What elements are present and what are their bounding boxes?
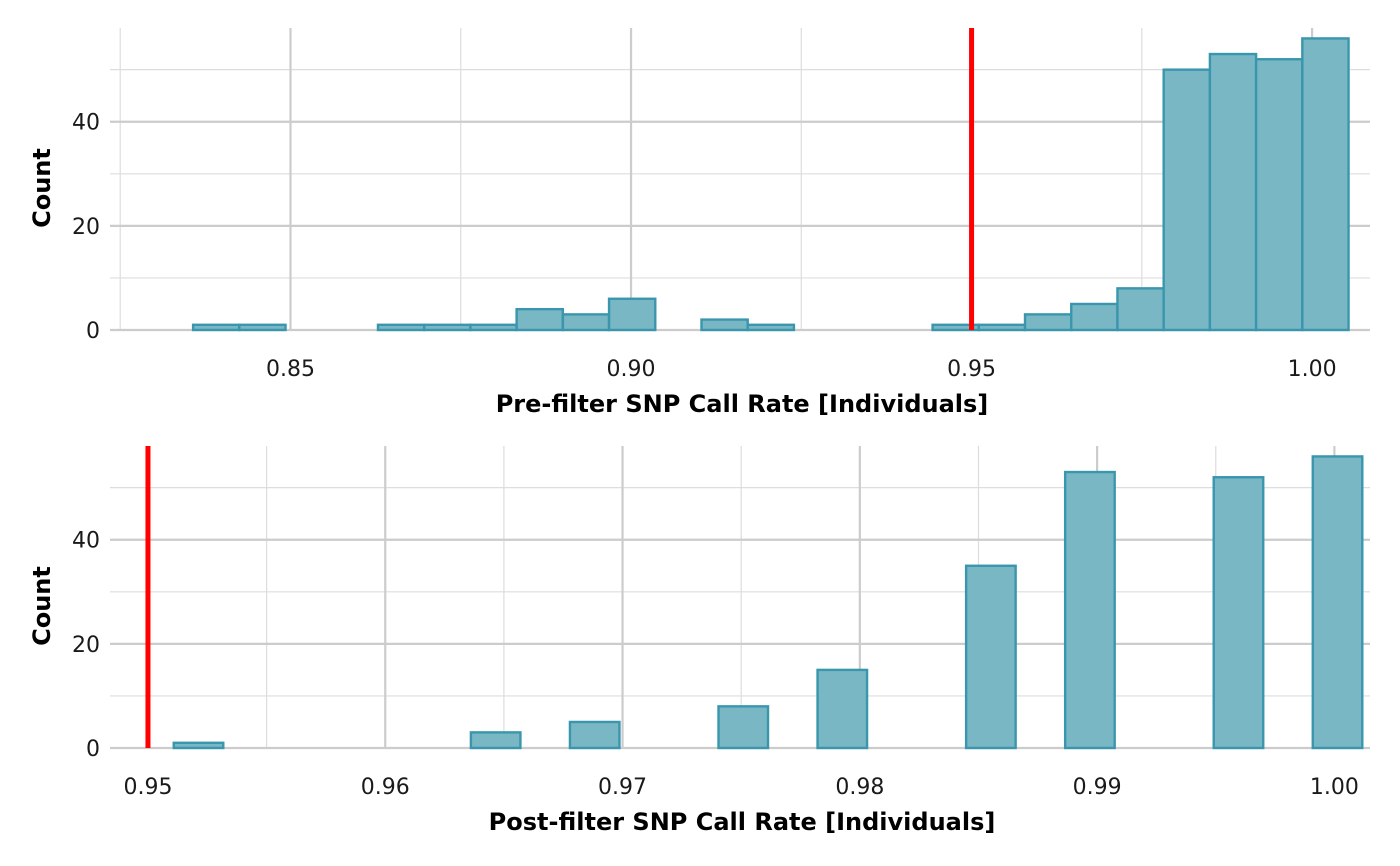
post-filter-panel: 0.95 0.96 0.97 0.98 0.99 1.00 0 20 40 Post-filt… xyxy=(28,446,1370,836)
histogram-bar xyxy=(1301,37,1350,332)
pre-filter-x-ticks: 0.85 0.90 0.95 1.00 xyxy=(266,357,1337,382)
histogram-bar xyxy=(1116,287,1165,332)
x-tick-label: 1.00 xyxy=(1288,357,1337,382)
histogram-bar xyxy=(1212,476,1265,750)
histogram-bar xyxy=(469,323,518,332)
histogram-bar xyxy=(1208,52,1258,332)
pre-filter-panel: 0.85 0.90 0.95 1.00 0 20 40 Pre-filter SNP Ca… xyxy=(28,28,1370,418)
histogram-bar xyxy=(746,323,796,332)
histogram-bar xyxy=(191,323,241,332)
post-filter-x-ticks: 0.95 0.96 0.97 0.98 0.99 1.00 xyxy=(123,775,1358,800)
x-tick-label: 0.97 xyxy=(598,775,647,800)
histogram-bar xyxy=(376,323,426,332)
histogram-bar xyxy=(977,323,1027,332)
histogram-bar xyxy=(568,720,621,750)
histogram-bar xyxy=(469,731,522,750)
histogram-bar xyxy=(561,313,611,332)
x-tick-label: 0.96 xyxy=(361,775,410,800)
histogram-bar xyxy=(515,307,565,332)
y-tick-label: 40 xyxy=(72,529,100,554)
histogram-bar xyxy=(607,297,657,332)
histogram-bar xyxy=(717,705,770,750)
histogram-bar xyxy=(1162,68,1212,332)
y-tick-label: 0 xyxy=(86,737,100,762)
histogram-bar xyxy=(1023,313,1073,332)
histogram-bar xyxy=(238,323,287,332)
histogram-bar xyxy=(816,668,869,750)
y-tick-label: 20 xyxy=(72,633,100,658)
x-tick-label: 0.90 xyxy=(607,357,656,382)
x-tick-label: 0.98 xyxy=(835,775,884,800)
pre-filter-y-ticks: 0 20 40 xyxy=(72,111,100,344)
x-tick-label: 1.00 xyxy=(1310,775,1359,800)
histogram-bar xyxy=(700,318,749,332)
pre-filter-y-axis-title: Count xyxy=(28,148,56,228)
post-filter-x-axis-title: Post-filter SNP Call Rate [Individuals] xyxy=(489,808,996,836)
post-filter-y-axis-title: Count xyxy=(28,566,56,646)
pre-filter-bars xyxy=(191,37,1350,332)
pre-filter-x-axis-title: Pre-filter SNP Call Rate [Individuals] xyxy=(496,390,989,418)
post-filter-gridlines xyxy=(110,446,1370,750)
y-tick-label: 20 xyxy=(72,215,100,240)
post-filter-bars xyxy=(172,455,1364,750)
y-tick-label: 0 xyxy=(86,319,100,344)
x-tick-label: 0.95 xyxy=(947,357,996,382)
histogram-bar xyxy=(1254,58,1304,332)
histogram-bar xyxy=(1070,302,1119,332)
post-filter-y-ticks: 0 20 40 xyxy=(72,529,100,762)
x-tick-label: 0.99 xyxy=(1073,775,1122,800)
histogram-bar xyxy=(422,323,472,332)
histogram-bar xyxy=(1311,455,1364,750)
histogram-bar xyxy=(1063,470,1116,750)
y-tick-label: 40 xyxy=(72,111,100,136)
histogram-bar xyxy=(172,741,225,750)
x-tick-label: 0.85 xyxy=(266,357,315,382)
x-tick-label: 0.95 xyxy=(123,775,172,800)
histogram-bar xyxy=(964,564,1017,750)
